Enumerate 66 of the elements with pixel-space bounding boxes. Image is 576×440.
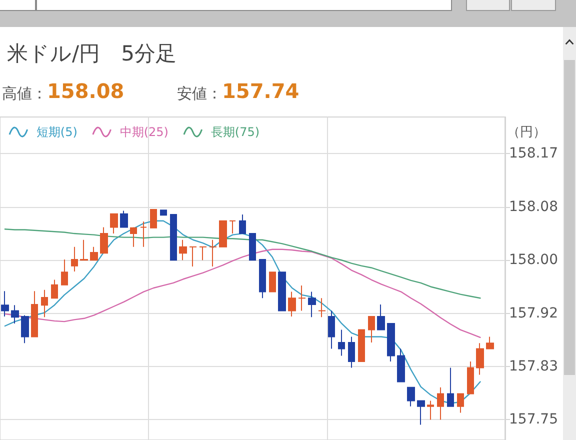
candlestick bbox=[417, 400, 425, 426]
candlestick bbox=[278, 272, 286, 312]
text: 高値：158.08 bbox=[2, 79, 124, 103]
candlestick bbox=[80, 239, 88, 261]
y-axis-title: （円） bbox=[507, 125, 546, 140]
candlestick bbox=[120, 210, 128, 228]
candlestick bbox=[476, 342, 484, 376]
candlestick bbox=[229, 220, 236, 234]
candlestick bbox=[71, 246, 78, 272]
text: 安値：157.74 bbox=[177, 79, 300, 103]
y-tick-label: 157.83 bbox=[509, 358, 558, 375]
candlestick bbox=[407, 386, 415, 407]
legend-label: 中期(25) bbox=[120, 125, 168, 139]
line-series bbox=[4, 220, 481, 404]
candlestick bbox=[140, 221, 147, 248]
candlestick bbox=[397, 348, 405, 382]
candlestick bbox=[179, 239, 187, 261]
candlestick bbox=[160, 210, 167, 216]
line-series bbox=[4, 248, 481, 338]
candlestick bbox=[189, 246, 197, 267]
candlestick bbox=[328, 310, 335, 350]
candlestick bbox=[249, 233, 256, 261]
candlestick bbox=[61, 259, 68, 286]
candlestick bbox=[387, 322, 395, 362]
candlestick bbox=[486, 336, 494, 350]
candlestick bbox=[457, 393, 464, 414]
y-tick-label: 158.08 bbox=[509, 198, 558, 215]
candlestick bbox=[338, 329, 345, 356]
candlestick bbox=[1, 290, 9, 317]
candlestick bbox=[150, 208, 157, 228]
candlestick bbox=[170, 214, 177, 261]
candlestick bbox=[368, 316, 375, 343]
candlestick bbox=[358, 329, 365, 362]
line-series bbox=[4, 228, 481, 299]
candlestick bbox=[21, 314, 29, 344]
candlestick bbox=[31, 290, 38, 338]
candlestick bbox=[427, 400, 434, 420]
candlestick bbox=[130, 226, 137, 248]
legend-label: 短期(5) bbox=[36, 125, 78, 139]
candlestick bbox=[467, 360, 474, 394]
y-tick-label: 158.00 bbox=[509, 252, 558, 268]
y-tick-label: 157.75 bbox=[509, 412, 558, 428]
candlestick bbox=[199, 246, 207, 261]
candlestick bbox=[110, 213, 118, 234]
candlestick bbox=[90, 246, 98, 261]
candlestick bbox=[269, 272, 276, 292]
candlestick bbox=[11, 304, 19, 324]
candlestick bbox=[298, 284, 306, 312]
candlestick bbox=[51, 279, 58, 299]
y-tick-label: 157.92 bbox=[509, 305, 558, 322]
candlestick bbox=[377, 304, 385, 330]
legend-label: 長期(75) bbox=[210, 125, 260, 139]
candlestick bbox=[447, 367, 454, 407]
candlestick bbox=[308, 291, 316, 318]
candlestick bbox=[219, 220, 227, 248]
candlestick bbox=[239, 214, 246, 234]
candlestick bbox=[209, 239, 217, 267]
candlestick bbox=[318, 298, 326, 318]
candlestick bbox=[288, 291, 296, 317]
candlestick bbox=[437, 386, 444, 420]
chart-title: 米ドル/円 5分足 bbox=[7, 42, 176, 66]
y-tick-label: 158.17 bbox=[509, 146, 558, 162]
candlestick bbox=[348, 336, 355, 368]
candlestick bbox=[41, 289, 48, 318]
candlestick bbox=[100, 226, 108, 254]
candlestick bbox=[259, 259, 266, 299]
